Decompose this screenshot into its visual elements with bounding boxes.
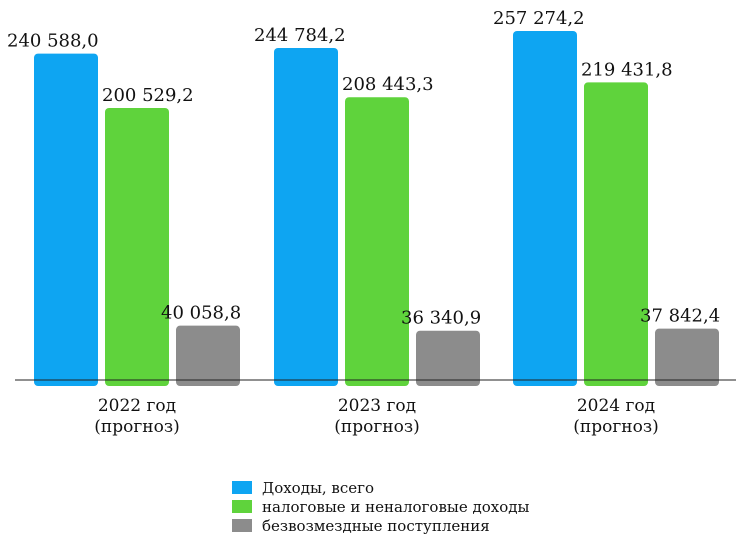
value-label-total-3: 257 274,2 bbox=[493, 8, 585, 29]
bar-total-2 bbox=[274, 47, 338, 386]
bar-tax-1 bbox=[105, 107, 169, 386]
legend-label-grants: безвозмездные поступления bbox=[262, 516, 490, 535]
legend-item-tax: налоговые и неналоговые доходы bbox=[232, 497, 529, 516]
category-label-2-line-2: (прогноз) bbox=[334, 417, 419, 437]
legend: Доходы, всего налоговые и неналоговые до… bbox=[232, 478, 529, 535]
category-label-3-line-1: 2024 год bbox=[577, 396, 655, 416]
value-label-tax-3: 219 431,8 bbox=[581, 59, 673, 80]
category-label-3-line-2: (прогноз) bbox=[573, 417, 658, 437]
bar-tax-2 bbox=[345, 97, 409, 387]
bar-tax-3 bbox=[584, 82, 648, 387]
value-labels-group: 240 588,0 200 529,2 40 058,8 244 784,2 208 4… bbox=[7, 8, 720, 329]
value-label-tax-1: 200 529,2 bbox=[102, 85, 194, 106]
bars-group bbox=[34, 31, 719, 387]
value-label-tax-2: 208 443,3 bbox=[342, 74, 434, 95]
legend-item-total: Доходы, всего bbox=[232, 478, 529, 497]
legend-swatch-tax bbox=[232, 500, 252, 513]
category-labels-group: 2022 год(прогноз)2023 год(прогноз)2024 г… bbox=[94, 396, 658, 437]
legend-label-total: Доходы, всего bbox=[262, 478, 375, 497]
value-label-total-2: 244 784,2 bbox=[254, 25, 346, 46]
bar-total-1 bbox=[34, 53, 98, 387]
category-label-1-line-2: (прогноз) bbox=[94, 417, 179, 437]
value-label-grants-2: 36 340,9 bbox=[401, 308, 481, 329]
bar-grants-2 bbox=[416, 330, 480, 386]
bar-grants-3 bbox=[655, 328, 719, 386]
legend-item-grants: безвозмездные поступления bbox=[232, 516, 529, 535]
category-label-2-line-1: 2023 год bbox=[338, 396, 416, 416]
value-label-grants-3: 37 842,4 bbox=[640, 306, 720, 327]
legend-swatch-grants bbox=[232, 519, 252, 532]
legend-label-tax: налоговые и неналоговые доходы bbox=[262, 497, 530, 516]
value-label-total-1: 240 588,0 bbox=[7, 31, 99, 52]
bar-grants-1 bbox=[176, 325, 240, 386]
legend-swatch-total bbox=[232, 481, 252, 494]
category-label-1-line-1: 2022 год bbox=[98, 396, 176, 416]
value-label-grants-1: 40 058,8 bbox=[161, 303, 241, 324]
bar-total-3 bbox=[513, 31, 577, 386]
